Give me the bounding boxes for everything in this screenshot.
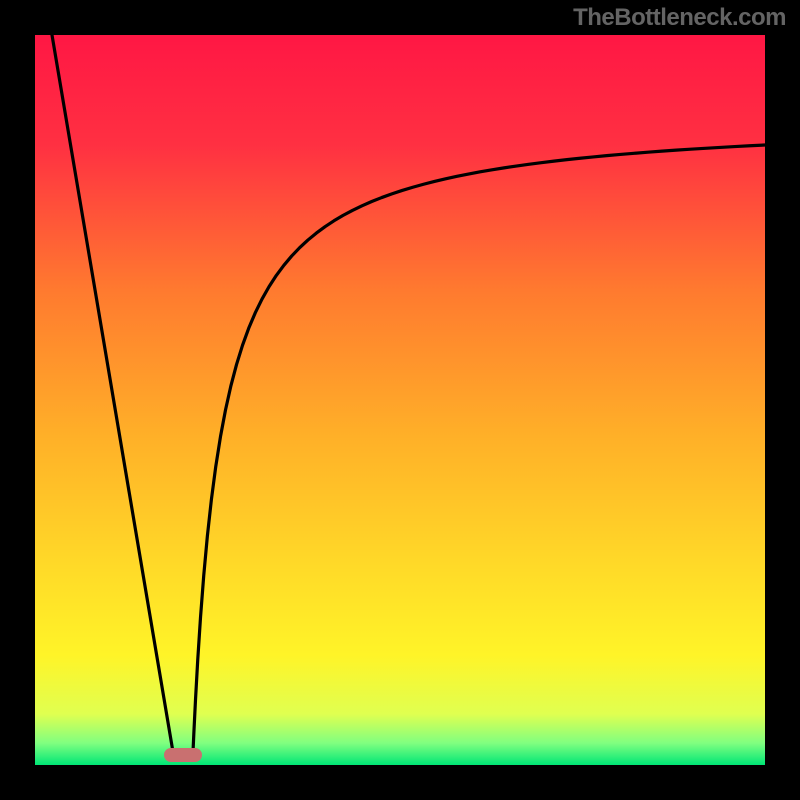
plot-area: [35, 35, 765, 765]
curve-layer: [35, 35, 765, 765]
watermark-text: TheBottleneck.com: [573, 4, 786, 32]
chart-container: TheBottleneck.com: [0, 0, 800, 800]
bottleneck-curve: [52, 35, 765, 752]
minimum-marker: [164, 748, 202, 762]
